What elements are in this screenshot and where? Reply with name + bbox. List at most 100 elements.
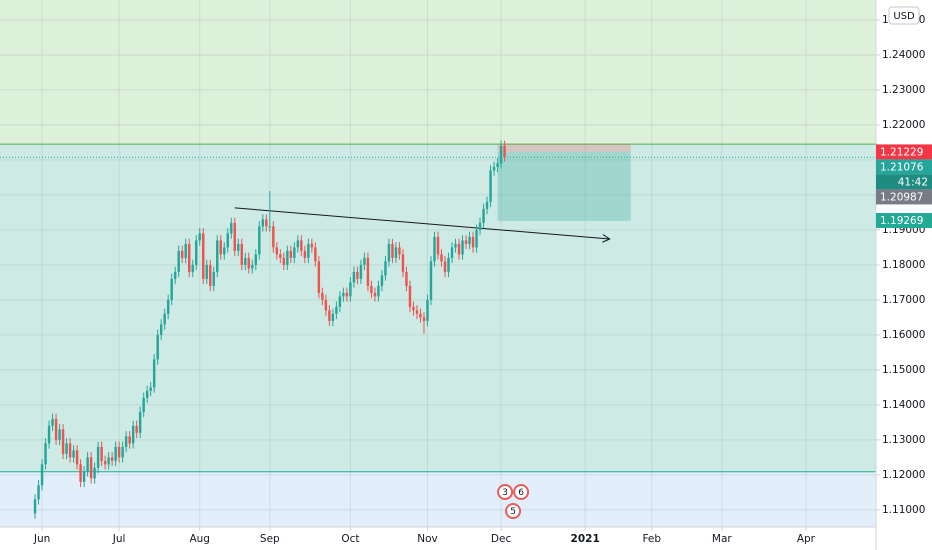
candle-body <box>293 247 296 258</box>
candle-body <box>373 292 377 297</box>
candle-body <box>356 271 359 279</box>
price-tag-label: 1.21229 <box>880 146 923 158</box>
candle-body <box>209 264 212 286</box>
candle-body <box>205 264 208 279</box>
candle-body <box>226 233 229 248</box>
candle-body <box>37 485 40 500</box>
candle-body <box>366 257 370 286</box>
range-zone <box>0 144 876 472</box>
candle-body <box>68 443 72 458</box>
candle-body <box>156 334 159 360</box>
candle-body <box>426 299 429 321</box>
candle-body <box>282 257 286 265</box>
candle-body <box>314 247 317 262</box>
candle-body <box>457 243 461 255</box>
candle-body <box>363 257 366 265</box>
event-badge <box>497 484 514 500</box>
candle-body <box>128 436 131 444</box>
candles <box>33 140 506 519</box>
countdown-tag <box>876 174 932 190</box>
candle-body <box>79 464 82 482</box>
x-tick-label: Dec <box>491 533 512 545</box>
candle-body <box>310 243 314 248</box>
candle-body <box>300 240 303 251</box>
candle-body <box>177 250 180 272</box>
candle-body <box>152 359 156 388</box>
candle-body <box>475 229 478 248</box>
candle-body <box>324 299 328 311</box>
candle-body <box>103 460 107 465</box>
candle-body <box>433 236 436 262</box>
event-badge <box>505 503 522 519</box>
y-tick-label: 1.13000 <box>882 434 925 446</box>
x-tick-label: Jun <box>33 533 50 545</box>
candle-body <box>212 271 215 286</box>
candle-body <box>380 275 384 286</box>
candle-body <box>58 429 61 440</box>
candle-body <box>107 457 110 465</box>
candle-body <box>405 271 408 286</box>
candle-body <box>44 443 47 465</box>
candle-body <box>170 278 173 300</box>
candle-body <box>499 145 503 164</box>
candle-body <box>247 257 251 269</box>
candle-body <box>135 425 138 433</box>
candle-body <box>149 387 152 391</box>
candle-body <box>289 250 293 258</box>
candle-body <box>429 261 433 300</box>
y-tick-label: 1.12000 <box>882 469 925 481</box>
axes: 1.11000 1.12000 1.13000 1.14000 1.15000 1.160… <box>33 14 932 545</box>
candle-body <box>110 457 114 461</box>
candle-body <box>33 499 37 514</box>
candle-body <box>370 285 373 293</box>
candle-body <box>496 163 499 167</box>
candle-body <box>335 306 338 314</box>
candle-body <box>321 292 324 300</box>
candle-body <box>261 219 265 227</box>
candle-body <box>40 464 44 486</box>
x-tick-label: Jul <box>112 533 126 545</box>
y-tick-label: 1.14000 <box>882 399 925 411</box>
candle-body <box>173 271 177 279</box>
price-tag <box>876 144 932 160</box>
y-tick-label: 1.22000 <box>882 119 925 131</box>
candle-body <box>454 243 457 248</box>
candle-body <box>440 254 443 262</box>
candle-body <box>387 243 391 262</box>
candle-body <box>272 226 275 248</box>
candle-body <box>163 313 166 325</box>
drawings <box>0 143 876 243</box>
candle-body <box>342 292 345 297</box>
candle-body <box>47 425 51 444</box>
x-tick-label: Apr <box>797 533 816 545</box>
y-tick-label: 1.17000 <box>882 294 925 306</box>
candle-body <box>240 243 244 265</box>
candle-body <box>142 397 145 412</box>
candle-body <box>352 271 356 283</box>
candle-body <box>65 443 68 454</box>
candle-body <box>86 457 89 472</box>
candle-body <box>244 257 247 265</box>
candle-body <box>419 313 422 318</box>
candle-body <box>194 240 198 265</box>
candle-body <box>401 254 405 272</box>
candle-body <box>216 240 219 272</box>
trendline-arrow <box>602 234 611 243</box>
candle-body <box>471 236 475 248</box>
candle-body <box>279 254 282 258</box>
candle-body <box>254 254 258 265</box>
candle-body <box>450 247 454 258</box>
candle-body <box>54 418 58 440</box>
candle-body <box>198 233 201 241</box>
price-tag-label: 1.21076 <box>880 161 924 173</box>
candle-body <box>82 471 86 482</box>
x-tick-label: Sep <box>260 533 280 545</box>
candle-body <box>93 467 96 479</box>
candle-body <box>275 247 279 255</box>
candle-body <box>391 243 394 258</box>
candle-body <box>75 450 79 465</box>
currency-box[interactable] <box>888 6 920 25</box>
candle-body <box>485 201 489 209</box>
y-tick-label: 1.15000 <box>882 364 925 376</box>
